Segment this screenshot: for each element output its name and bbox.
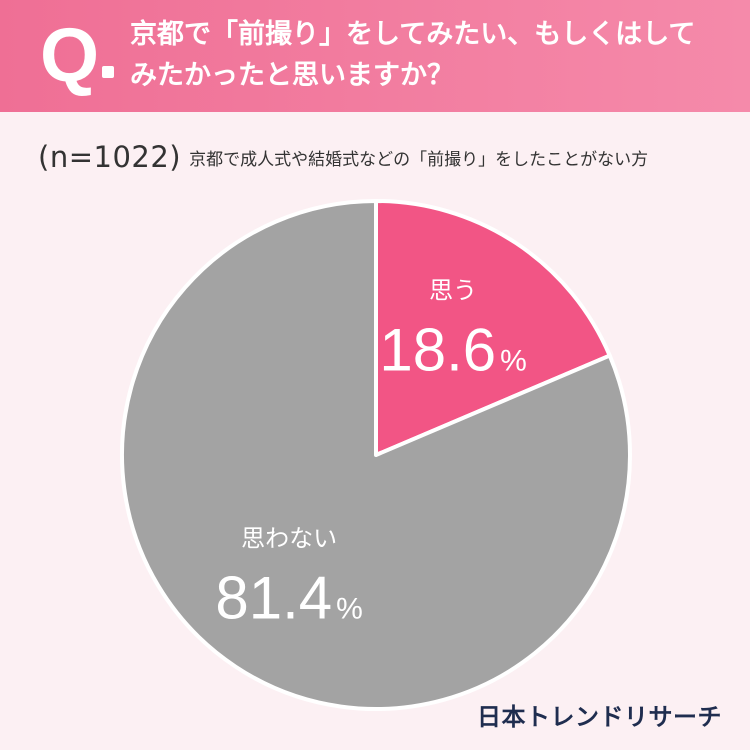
question-text: 京都で「前撮り」をしてみたい、もしくはして みたかったと思いますか？ xyxy=(130,14,730,96)
question-line-2: みたかったと思いますか？ xyxy=(130,60,454,91)
brand-logo-text: 日本トレンドリサーチ xyxy=(477,703,722,731)
slice-label-0: 思う xyxy=(429,276,477,304)
slice-value-1: 81.4% xyxy=(215,564,362,631)
chart-subtitle: (n=1022) 京都で成人式や結婚式などの「前撮り」をしたことがない方 xyxy=(38,140,738,174)
slice-agree xyxy=(374,199,612,457)
question-line-1: 京都で「前撮り」をしてみたい、もしくはして xyxy=(130,19,696,50)
slice-disagree xyxy=(120,199,632,711)
slice-value-0: 18.6% xyxy=(379,316,526,383)
question-header: Q 京都で「前撮り」をしてみたい、もしくはして みたかったと思いますか？ xyxy=(0,0,750,112)
q-dot-icon xyxy=(102,66,114,78)
sample-size-label: (n=1022) xyxy=(38,140,182,174)
q-mark: Q xyxy=(40,13,100,98)
slice-label-1: 思わない xyxy=(241,524,337,552)
respondent-description: 京都で成人式や結婚式などの「前撮り」をしたことがない方 xyxy=(189,149,649,170)
